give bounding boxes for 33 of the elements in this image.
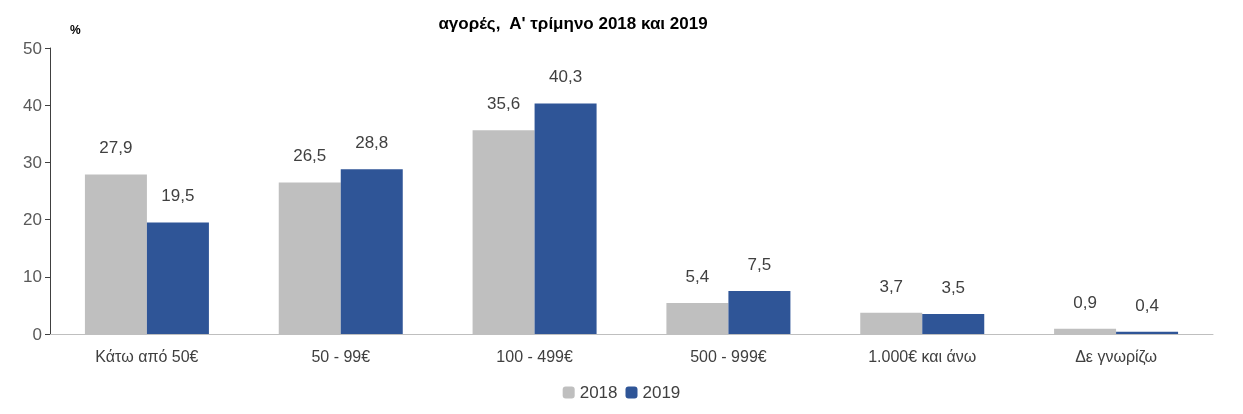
data-label: 40,3: [549, 67, 583, 87]
data-label: 7,5: [747, 255, 772, 275]
y-tick-label: 20: [23, 210, 42, 230]
bar: [728, 291, 791, 334]
data-label: 19,5: [161, 186, 195, 206]
bar: [146, 222, 209, 334]
data-label: 3,5: [941, 277, 966, 297]
data-label: 5,4: [685, 267, 710, 287]
y-tick-label: 0: [32, 324, 42, 344]
data-label: 0,4: [1135, 295, 1159, 315]
bar: [922, 313, 985, 334]
legend-label: 2019: [642, 383, 681, 402]
data-label: 26,5: [293, 146, 327, 166]
legend-label: 2018: [579, 383, 618, 402]
y-tick-label: 40: [23, 95, 42, 115]
data-label: 27,9: [99, 138, 133, 158]
data-label: 35,6: [487, 94, 521, 114]
chart-title: αγορές, Α' τρίμηνο 2018 και 2019: [438, 14, 708, 33]
bar: [340, 169, 403, 334]
x-tick-label: Δε γνωρίζω: [1075, 347, 1158, 366]
x-tick-label: 50 - 99€: [311, 347, 371, 365]
y-tick-label: 10: [23, 267, 42, 287]
data-label: 3,7: [879, 276, 904, 296]
y-axis-title: %: [70, 23, 81, 37]
data-label: 28,8: [355, 133, 389, 153]
bar: [534, 103, 597, 334]
x-tick-label: 1.000€ και άνω: [868, 347, 977, 365]
x-tick-label: 500 - 999€: [690, 347, 767, 365]
y-tick-label: 30: [23, 152, 42, 172]
data-label: 0,9: [1073, 292, 1097, 312]
x-tick-label: Κάτω από 50€: [95, 347, 199, 365]
y-tick-label: 50: [23, 38, 42, 58]
x-tick-label: 100 - 499€: [496, 347, 573, 365]
